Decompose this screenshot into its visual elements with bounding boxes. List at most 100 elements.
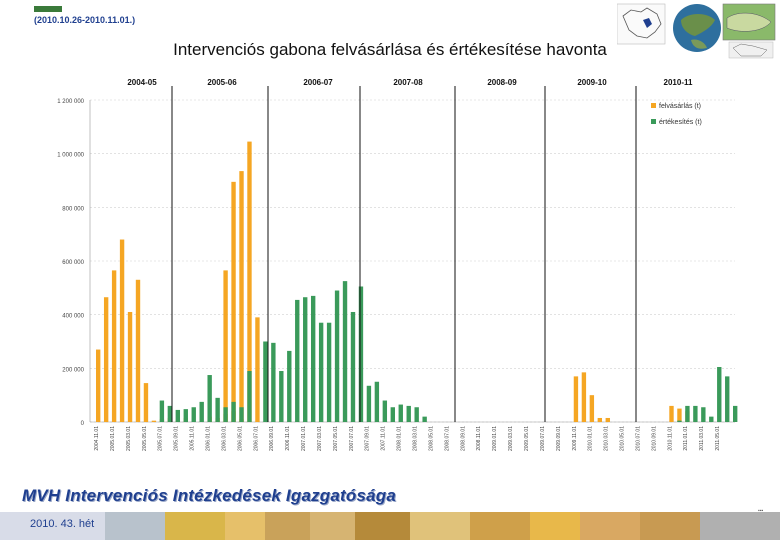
sale-bar <box>733 405 738 422</box>
purchase-bar <box>111 270 117 422</box>
purchase-bar <box>589 395 595 422</box>
intervention-chart: 2004-05 2005-06 2006-07 2007-08 2008-09 2009-… <box>57 78 738 451</box>
sale-bar <box>693 405 698 422</box>
x-tick-label: 2006.11.01 <box>285 426 291 451</box>
y-tick-label: 1 200 000 <box>57 99 84 105</box>
sale-bar <box>279 371 284 422</box>
x-tick-label: 2009.01.01 <box>492 426 498 451</box>
agency-logo <box>34 6 62 12</box>
purchase-bar <box>255 317 260 422</box>
purchase-bar <box>677 408 682 422</box>
legend-label: értékesítés (t) <box>659 119 702 126</box>
purchase-bar <box>119 239 125 422</box>
x-tick-label: 2008.07.01 <box>444 426 450 451</box>
sale-bar <box>366 385 372 422</box>
sale-bar <box>318 322 324 422</box>
x-tick-label: 2009.03.01 <box>508 426 514 451</box>
purchase-bar <box>605 417 610 422</box>
season-label: 2006-07 <box>303 78 333 87</box>
sale-bar <box>358 286 364 422</box>
x-tick-label: 2008.05.01 <box>428 426 434 451</box>
footer-grain-strip <box>0 512 780 540</box>
x-tick-label: 2008.01.01 <box>397 426 403 451</box>
x-tick-label: 2010.05.01 <box>620 426 626 451</box>
x-tick-label: 2010.09.01 <box>651 426 657 451</box>
x-tick-label: 2007.07.01 <box>349 426 355 451</box>
season-label: 2010-11 <box>664 78 693 87</box>
location-maps <box>617 3 776 59</box>
sale-bar <box>239 407 244 422</box>
purchase-bar <box>239 171 244 422</box>
y-tick-label: 1 000 000 <box>57 153 84 159</box>
x-tick-label: 2011.05.01 <box>715 426 721 451</box>
organization-title: MVH Intervenciós Intézkedések Igazgatósá… <box>22 486 397 505</box>
corner-mark: ▪▪▪ <box>758 508 764 514</box>
legend-swatch <box>651 103 656 108</box>
season-label: 2007-08 <box>393 78 423 87</box>
purchase-bar <box>669 405 674 422</box>
x-tick-label: 2007.09.01 <box>365 426 371 451</box>
sale-bar <box>422 416 427 422</box>
sale-bar <box>725 376 730 422</box>
sale-bar <box>334 290 340 422</box>
x-tick-label: 2005.03.01 <box>126 426 132 451</box>
sale-bar <box>183 409 188 422</box>
purchase-bar <box>231 181 236 422</box>
x-tick-label: 2007.01.01 <box>301 426 307 451</box>
x-tick-label: 2011.01.01 <box>683 426 689 451</box>
legend-label: felvásárlás (t) <box>659 103 701 110</box>
sale-bar <box>287 350 292 422</box>
y-tick-label: 200 000 <box>62 367 84 373</box>
sale-bar <box>342 281 348 422</box>
sale-bar <box>199 401 204 422</box>
purchase-bar <box>247 141 252 422</box>
x-tick-label: 2006.05.01 <box>237 426 243 451</box>
sale-bar <box>310 295 316 422</box>
week-label: 2010. 43. hét <box>30 518 95 530</box>
y-tick-label: 800 000 <box>62 206 84 212</box>
sale-bar <box>215 397 220 422</box>
sale-bar <box>414 407 419 422</box>
x-tick-label: 2010.07.01 <box>635 426 641 451</box>
x-tick-label: 2010.01.01 <box>588 426 594 451</box>
sale-bar <box>326 322 332 422</box>
x-tick-label: 2010.03.01 <box>604 426 610 451</box>
x-tick-label: 2007.03.01 <box>317 426 323 451</box>
season-label: 2009-10 <box>577 78 607 87</box>
sale-bar <box>717 366 722 422</box>
sale-bar <box>191 407 196 422</box>
sale-bar <box>175 409 181 422</box>
y-tick-label: 0 <box>81 421 85 427</box>
sale-bar <box>247 371 252 422</box>
sale-bar <box>207 375 212 422</box>
x-tick-label: 2009.11.01 <box>572 426 578 451</box>
chart-title: Intervenciós gabona felvásárlása és érté… <box>173 40 607 59</box>
sale-bar <box>295 299 300 422</box>
x-tick-label: 2006.07.01 <box>253 426 259 451</box>
purchase-bar <box>151 420 157 422</box>
legend-swatch <box>651 119 656 124</box>
sale-bar <box>685 405 690 422</box>
sale-bar <box>263 341 268 422</box>
date-range: (2010.10.26-2010.11.01.) <box>34 15 136 25</box>
purchase-bar <box>223 270 228 422</box>
x-tick-label: 2006.01.01 <box>205 426 211 451</box>
sale-bar <box>398 404 403 422</box>
x-tick-label: 2007.11.01 <box>381 426 387 451</box>
x-tick-label: 2005.01.01 <box>110 426 116 451</box>
x-tick-label: 2005.11.01 <box>190 426 196 451</box>
sale-bar <box>390 407 395 422</box>
x-tick-label: 2009.05.01 <box>524 426 530 451</box>
sale-bar <box>709 416 714 422</box>
purchase-bar <box>143 383 149 422</box>
season-label: 2008-09 <box>487 78 517 87</box>
sale-bar <box>406 405 411 422</box>
x-tick-label: 2006.09.01 <box>269 426 275 451</box>
purchase-bar <box>135 279 141 422</box>
sale-bar <box>167 405 173 422</box>
x-tick-label: 2005.09.01 <box>174 426 180 451</box>
x-tick-label: 2008.03.01 <box>413 426 419 451</box>
x-tick-label: 2009.07.01 <box>540 426 546 451</box>
season-label: 2005-06 <box>207 78 237 87</box>
x-tick-label: 2005.07.01 <box>158 426 164 451</box>
